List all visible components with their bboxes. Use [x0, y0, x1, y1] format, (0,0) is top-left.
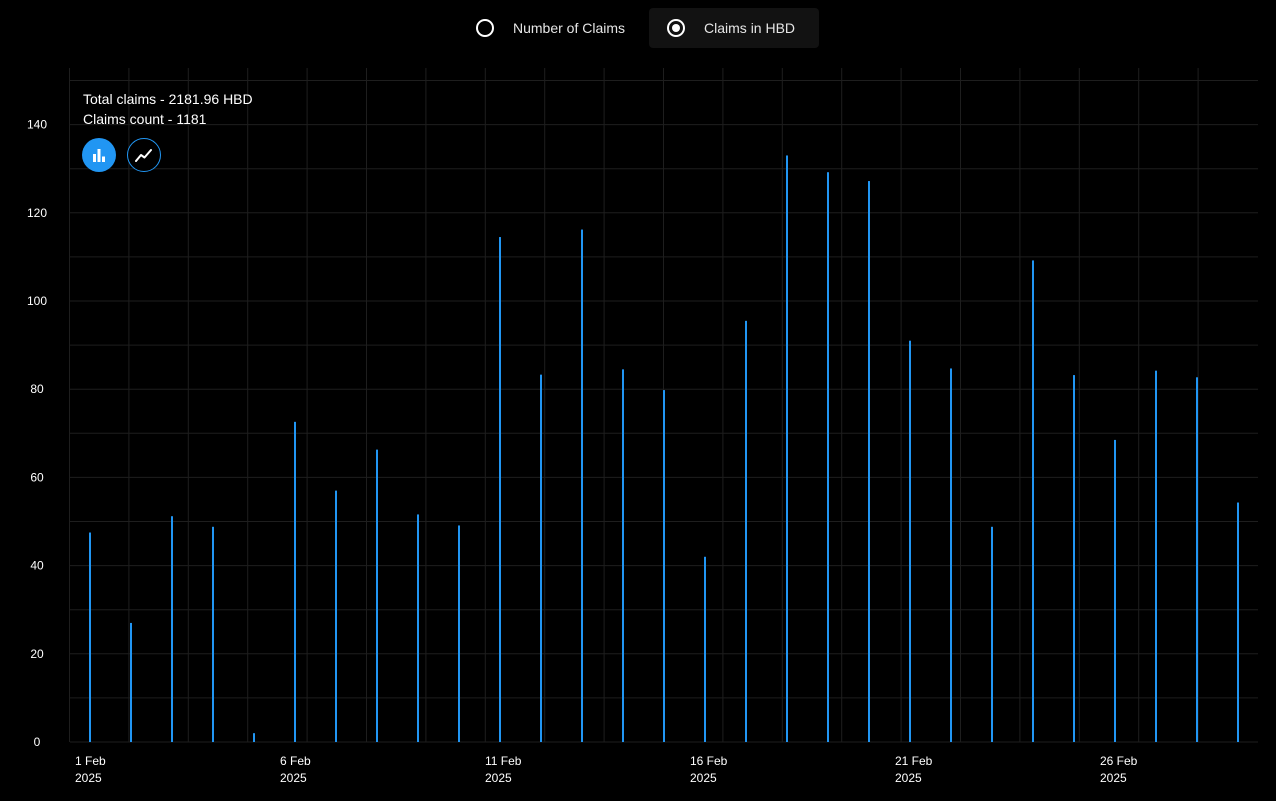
x-tick-label-day: 6 Feb: [280, 754, 311, 768]
bar[interactable]: [950, 368, 952, 742]
x-tick-label-day: 11 Feb: [485, 754, 522, 768]
y-tick-label: 0: [34, 735, 41, 749]
bar[interactable]: [622, 369, 624, 742]
bar[interactable]: [417, 514, 419, 742]
bar-chart-icon: [93, 149, 105, 162]
radio-claims-in-hbd[interactable]: Claims in HBD: [649, 8, 820, 48]
bar[interactable]: [581, 229, 583, 743]
bar-chart-button[interactable]: [82, 138, 116, 172]
bar[interactable]: [991, 526, 993, 742]
x-tick-label-day: 1 Feb: [75, 754, 106, 768]
bar[interactable]: [458, 525, 460, 742]
x-tick-label-day: 21 Feb: [895, 754, 933, 768]
bar[interactable]: [540, 374, 542, 742]
x-tick-label-day: 26 Feb: [1100, 754, 1138, 768]
y-tick-label: 140: [27, 118, 47, 132]
bar[interactable]: [745, 320, 747, 742]
x-tick-label-year: 2025: [280, 771, 307, 785]
bar[interactable]: [1114, 439, 1116, 742]
x-tick-label-year: 2025: [75, 771, 102, 785]
bar[interactable]: [868, 181, 870, 743]
bar[interactable]: [253, 733, 255, 742]
bar[interactable]: [663, 390, 665, 742]
bar[interactable]: [1196, 377, 1198, 742]
x-tick-label-year: 2025: [485, 771, 512, 785]
x-tick-label-year: 2025: [895, 771, 922, 785]
bar[interactable]: [1155, 370, 1157, 742]
y-axis: 0 20 40 60 80 100 120 140: [27, 118, 47, 749]
bar-series: [89, 155, 1239, 743]
y-tick-label: 120: [27, 206, 47, 220]
chart-type-buttons: [82, 138, 161, 172]
bar[interactable]: [1073, 375, 1075, 742]
x-tick-label-year: 2025: [690, 771, 717, 785]
metric-toggle: Number of Claims Claims in HBD: [458, 8, 820, 48]
claims-count-text: Claims count - 1181: [83, 111, 207, 127]
bar[interactable]: [1032, 260, 1034, 742]
y-tick-label: 100: [27, 294, 47, 308]
line-chart-icon: [135, 149, 152, 162]
bar[interactable]: [827, 172, 829, 742]
y-tick-label: 40: [30, 559, 44, 573]
x-tick-label-day: 16 Feb: [690, 754, 728, 768]
radio-number-of-claims[interactable]: Number of Claims: [458, 8, 649, 48]
bar[interactable]: [499, 237, 501, 742]
bar[interactable]: [171, 516, 173, 742]
line-chart-button[interactable]: [127, 138, 161, 172]
bar[interactable]: [89, 532, 91, 742]
bar[interactable]: [376, 449, 378, 742]
y-tick-label: 20: [30, 647, 44, 661]
y-tick-label: 80: [30, 382, 44, 396]
radio-selected-icon[interactable]: [667, 19, 686, 37]
radio-claims-in-hbd-label: Claims in HBD: [704, 20, 796, 36]
total-claims-text: Total claims - 2181.96 HBD: [83, 91, 253, 107]
bar[interactable]: [909, 340, 911, 742]
bar[interactable]: [335, 490, 337, 742]
x-axis: 1 Feb 2025 6 Feb 2025 11 Feb 2025 16 Feb 2025 21…: [75, 754, 1138, 785]
bar[interactable]: [786, 155, 788, 743]
x-tick-label-year: 2025: [1100, 771, 1127, 785]
radio-unselected-icon[interactable]: [476, 19, 494, 37]
y-tick-label: 60: [30, 470, 44, 484]
chart-summary: Total claims - 2181.96 HBD Claims count …: [83, 89, 253, 129]
bar[interactable]: [212, 526, 214, 742]
bar[interactable]: [1237, 502, 1239, 742]
bar[interactable]: [294, 421, 296, 742]
bar[interactable]: [704, 556, 706, 742]
bar[interactable]: [130, 622, 132, 742]
radio-number-of-claims-label: Number of Claims: [513, 20, 626, 36]
